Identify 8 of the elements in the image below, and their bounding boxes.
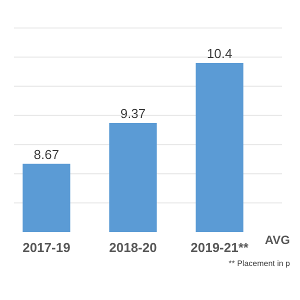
data-label: 8.67 [34,146,60,162]
x-tick-label: 2019-21** [190,240,250,255]
data-label: 10.4 [206,46,232,61]
text: ** Placement in p [228,259,291,268]
x-tick-label: 2018-20 [109,240,157,255]
data-label: 9.37 [120,106,146,122]
text: AVG [264,233,290,247]
x-tick-label: 2017-19 [22,240,70,255]
